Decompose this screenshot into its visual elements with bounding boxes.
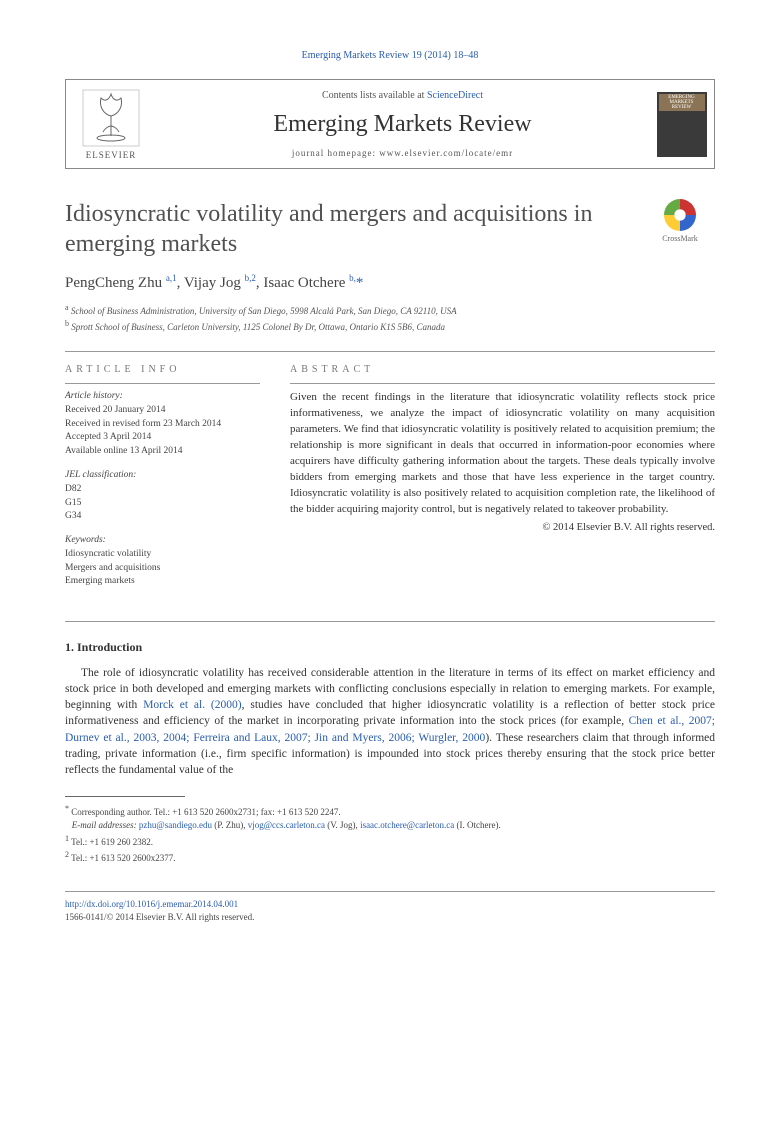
contents-prefix: Contents lists available at (322, 90, 427, 101)
affiliation-b: b Sprott School of Business, Carleton Un… (65, 318, 715, 334)
keywords-heading: Keywords: (65, 534, 260, 548)
keyword: Emerging markets (65, 575, 260, 589)
abstract-column: abstract Given the recent findings in th… (290, 364, 715, 599)
issn-copyright: 1566-0141/© 2014 Elsevier B.V. All right… (65, 911, 715, 924)
author-sep-1: , (177, 275, 184, 291)
history-line: Received in revised form 23 March 2014 (65, 418, 260, 432)
abstract-label: abstract (290, 364, 715, 375)
history-line: Available online 13 April 2014 (65, 445, 260, 459)
author-1: PengCheng Zhu (65, 275, 162, 291)
abstract-text: Given the recent findings in the literat… (290, 383, 715, 518)
jel-code: G34 (65, 510, 260, 524)
article-info-column: article info Article history: Received 2… (65, 364, 260, 599)
author-3: Isaac Otchere (263, 275, 345, 291)
tel-note-1: 1 Tel.: +1 619 260 2382. (65, 833, 715, 850)
history-heading: Article history: (65, 390, 260, 404)
article-title: Idiosyncratic volatility and mergers and… (65, 199, 645, 259)
email-link[interactable]: pzhu@sandiego.edu (139, 820, 212, 830)
header-center-block: Contents lists available at ScienceDirec… (156, 80, 649, 168)
keywords-block: Keywords: Idiosyncratic volatility Merge… (65, 534, 260, 589)
author-3-affil: b, (349, 273, 356, 283)
email-label: E-mail addresses: (72, 820, 137, 830)
crossmark-icon (664, 199, 696, 231)
contents-available-line: Contents lists available at ScienceDirec… (161, 90, 644, 101)
author-1-affil: a,1 (166, 273, 177, 283)
intro-paragraph-1: The role of idiosyncratic volatility has… (65, 665, 715, 778)
doi-link[interactable]: http://dx.doi.org/10.1016/j.ememar.2014.… (65, 899, 238, 909)
keyword: Mergers and acquisitions (65, 562, 260, 576)
jel-block: JEL classification: D82 G15 G34 (65, 469, 260, 524)
elsevier-tree-icon (81, 88, 141, 148)
journal-cover-thumbnail: EMERGING MARKETS REVIEW (649, 80, 714, 168)
page-footer: http://dx.doi.org/10.1016/j.ememar.2014.… (65, 891, 715, 924)
affiliation-a: a School of Business Administration, Uni… (65, 302, 715, 318)
history-line: Received 20 January 2014 (65, 404, 260, 418)
journal-reference-top: Emerging Markets Review 19 (2014) 18–48 (65, 50, 715, 61)
author-2-affil: b,2 (245, 273, 256, 283)
abstract-copyright: © 2014 Elsevier B.V. All rights reserved… (290, 522, 715, 533)
jel-code: D82 (65, 483, 260, 497)
article-history-block: Article history: Received 20 January 201… (65, 383, 260, 459)
cover-thumb-label: EMERGING MARKETS REVIEW (659, 94, 705, 111)
citation-link[interactable]: Morck et al. (2000) (143, 699, 241, 711)
journal-name: Emerging Markets Review (161, 111, 644, 138)
footnote-rule (65, 796, 185, 797)
section-divider (65, 351, 715, 352)
footnotes-block: * Corresponding author. Tel.: +1 613 520… (65, 803, 715, 866)
intro-heading: 1. Introduction (65, 640, 715, 655)
keyword: Idiosyncratic volatility (65, 548, 260, 562)
jel-heading: JEL classification: (65, 469, 260, 483)
corresponding-note: * Corresponding author. Tel.: +1 613 520… (65, 803, 715, 820)
section-divider (65, 621, 715, 622)
email-link[interactable]: isaac.otchere@carleton.ca (360, 820, 454, 830)
corresponding-star-icon: * (356, 275, 364, 291)
history-line: Accepted 3 April 2014 (65, 431, 260, 445)
email-link[interactable]: vjog@ccs.carleton.ca (248, 820, 325, 830)
email-who: (I. Otchere). (457, 820, 501, 830)
jel-code: G15 (65, 497, 260, 511)
crossmark-label: CrossMark (662, 234, 698, 243)
elsevier-label: ELSEVIER (86, 150, 137, 160)
email-who: (P. Zhu), (214, 820, 245, 830)
authors-line: PengCheng Zhu a,1, Vijay Jog b,2, Isaac … (65, 273, 715, 292)
journal-homepage-line: journal homepage: www.elsevier.com/locat… (161, 148, 644, 158)
email-who: (V. Jog), (327, 820, 358, 830)
tel-note-2: 2 Tel.: +1 613 520 2600x2377. (65, 849, 715, 866)
article-info-label: article info (65, 364, 260, 375)
email-addresses-line: E-mail addresses: pzhu@sandiego.edu (P. … (65, 819, 715, 833)
elsevier-logo: ELSEVIER (66, 80, 156, 168)
affiliations-block: a School of Business Administration, Uni… (65, 302, 715, 333)
crossmark-badge[interactable]: CrossMark (645, 199, 715, 243)
sciencedirect-link[interactable]: ScienceDirect (427, 90, 483, 101)
journal-header: ELSEVIER Contents lists available at Sci… (65, 79, 715, 169)
author-2: Vijay Jog (184, 275, 241, 291)
